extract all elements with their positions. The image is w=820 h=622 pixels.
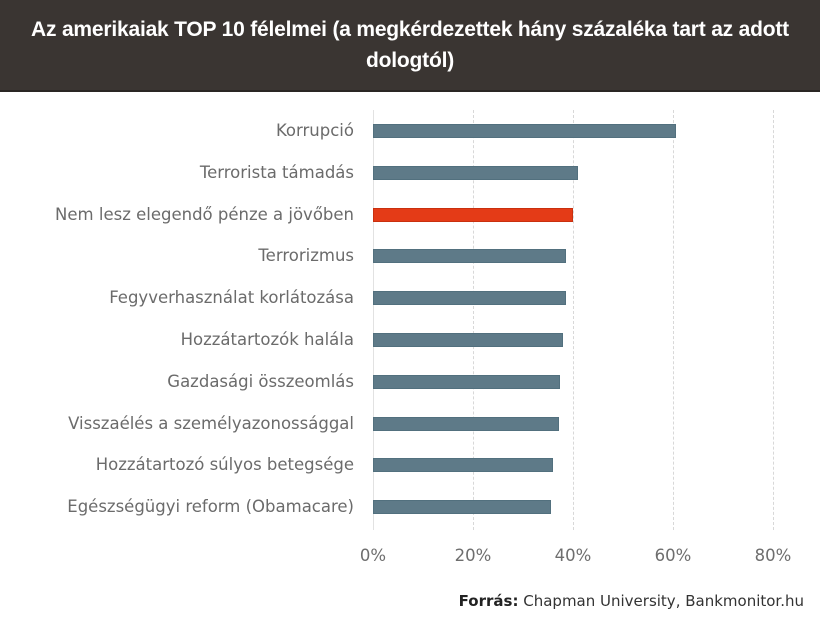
bar-highlighted (373, 207, 573, 222)
x-axis-tick-label: 20% (454, 546, 492, 565)
bar (373, 458, 553, 473)
bar (373, 249, 566, 264)
category-label: Visszaélés a személyazonossággal (68, 413, 354, 433)
bar-row: Visszaélés a személyazonossággal (0, 403, 820, 445)
category-label: Terrorista támadás (199, 162, 354, 182)
x-axis-tick-label: 60% (654, 546, 692, 565)
source-label: Forrás: (458, 592, 519, 610)
bar (373, 124, 676, 138)
bar-row: Terrorizmus (0, 235, 820, 277)
bar-row: Egészségügyi reform (Obamacare) (0, 486, 820, 528)
bar-row: Fegyverhasználat korlátozása (0, 277, 820, 319)
chart-title-banner: Az amerikaiak TOP 10 félelmei (a megkérd… (0, 0, 820, 92)
bar (373, 500, 551, 515)
bar (373, 165, 578, 180)
category-label: Nem lesz elegendő pénze a jövőben (55, 204, 354, 224)
chart-title: Az amerikaiak TOP 10 félelmei (a megkérd… (31, 18, 789, 72)
gridline (673, 110, 674, 530)
category-label: Egészségügyi reform (Obamacare) (67, 497, 354, 517)
bar (373, 333, 563, 347)
bar (373, 416, 559, 431)
bar-row: Gazdasági összeomlás (0, 361, 820, 403)
bar-row: Korrupció (0, 110, 820, 152)
source-text: Chapman University, Bankmonitor.hu (523, 592, 804, 610)
x-axis-tick-label: 40% (554, 546, 592, 565)
gridline (573, 110, 574, 530)
gridline (373, 110, 374, 530)
source-note: Forrás: Chapman University, Bankmonitor.… (459, 592, 804, 610)
category-label: Hozzátartozó súlyos betegsége (95, 455, 354, 475)
category-label: Fegyverhasználat korlátozása (109, 288, 354, 308)
category-label: Gazdasági összeomlás (167, 371, 354, 391)
bar (373, 374, 560, 389)
gridline (773, 110, 774, 530)
category-label: Hozzátartozók halála (180, 330, 354, 349)
bar-row: Hozzátartozók halála (0, 319, 820, 361)
gridline (473, 110, 474, 530)
bar-row: Hozzátartozó súlyos betegsége (0, 444, 820, 486)
x-axis-tick-label: 80% (754, 546, 792, 565)
bar-row: Terrorista támadás (0, 152, 820, 194)
bar (373, 291, 566, 306)
category-label: Korrupció (275, 121, 354, 140)
x-axis-tick-label: 0% (359, 546, 387, 565)
bar-row: Nem lesz elegendő pénze a jövőben (0, 194, 820, 236)
category-label: Terrorizmus (258, 246, 354, 266)
